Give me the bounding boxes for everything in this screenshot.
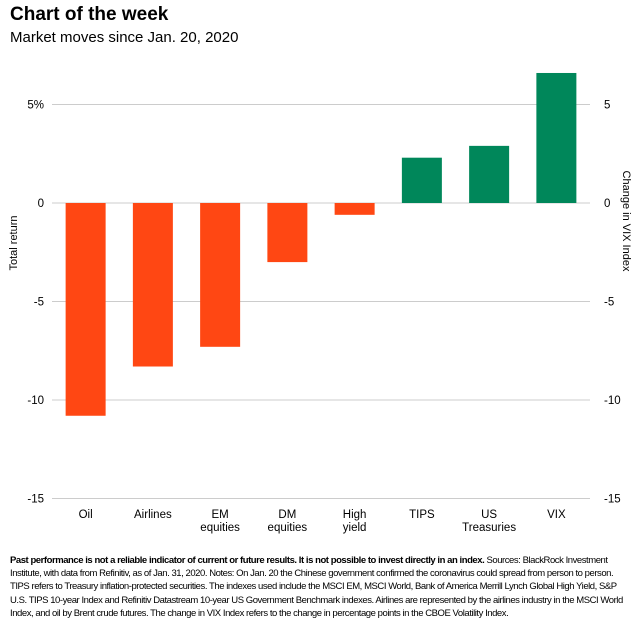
bar — [132, 203, 173, 367]
bar — [334, 203, 375, 215]
bar — [469, 145, 510, 203]
y-axis-label: Total return — [8, 215, 20, 270]
bar-chart: 5% 0 -5 -10 -15 5 0 -5 -10 -15 Total return Change … — [8, 72, 632, 534]
footnote: Past performance is not a reliable indic… — [10, 554, 630, 620]
y2-tick-label: -10 — [604, 395, 621, 407]
footnote-disclaimer: Past performance is not a reliable indic… — [10, 555, 485, 566]
x-tick-label: EM equities — [200, 509, 240, 534]
chart-title: Chart of the week — [10, 4, 169, 25]
x-tick-label: High yield — [343, 509, 367, 534]
bar — [536, 72, 577, 203]
bar — [267, 203, 308, 263]
x-tick-label: DM equities — [268, 509, 308, 534]
y2-tick-label: 5 — [604, 100, 610, 112]
y2-tick-label: -15 — [604, 494, 621, 506]
y2-tick-label: -5 — [604, 297, 614, 309]
x-tick-label: TIPS — [409, 509, 435, 521]
x-tick-label: Airlines — [134, 509, 172, 521]
y-tick-label: 0 — [38, 198, 44, 210]
y-tick-label: -15 — [27, 494, 44, 506]
x-tick-label: Oil — [79, 509, 93, 521]
chart-subtitle: Market moves since Jan. 20, 2020 — [10, 29, 239, 46]
x-tick-label: US Treasuries — [462, 509, 516, 534]
bar — [65, 203, 106, 416]
bar — [200, 203, 241, 347]
y2-tick-label: 0 — [604, 198, 610, 210]
y-tick-label: -10 — [27, 395, 44, 407]
y-tick-label: 5% — [27, 100, 44, 112]
y2-axis-label: Change in VIX Index — [620, 171, 632, 272]
bar — [401, 157, 442, 203]
x-tick-label: VIX — [547, 509, 566, 521]
footnote-sources: Sources: BlackRock Investment Institute,… — [10, 555, 623, 619]
y-tick-label: -5 — [34, 297, 44, 309]
